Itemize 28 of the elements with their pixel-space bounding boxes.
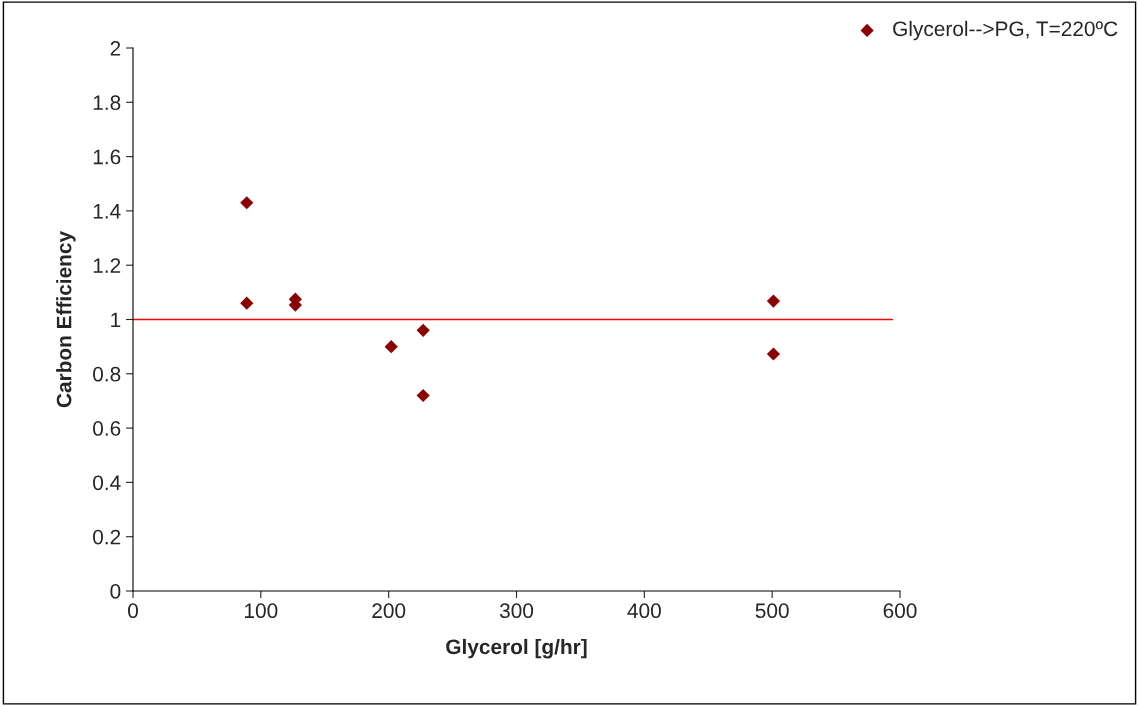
y-tick-label: 2 xyxy=(110,41,121,56)
point xyxy=(384,340,398,354)
y-tick-label: 0.2 xyxy=(93,529,121,545)
y-tick-label: 0 xyxy=(110,584,121,599)
x-tick-label: 500 xyxy=(755,603,789,619)
point xyxy=(766,347,781,361)
y-axis-title: Carbon Efficiency xyxy=(56,231,76,408)
y-tick-label: 1.4 xyxy=(93,204,121,219)
x-axis-title: Glycerol [g/hr] xyxy=(446,638,587,659)
y-tick-label: 1.6 xyxy=(93,149,121,165)
y-tick-label: 0.4 xyxy=(93,475,121,491)
x-tick-label: 300 xyxy=(499,603,534,619)
y-tick-label: 0.8 xyxy=(93,366,121,382)
x-tick-label: 0 xyxy=(128,603,138,619)
point xyxy=(416,323,430,337)
y-tick-label: 1.2 xyxy=(93,258,121,273)
x-tick-label: 200 xyxy=(372,603,406,619)
point xyxy=(416,388,430,403)
x-tick-label: 600 xyxy=(883,603,917,619)
x-tick-label: 100 xyxy=(245,603,278,619)
y-tick-label: 1.8 xyxy=(93,95,121,111)
x-tick-label: 400 xyxy=(627,603,661,619)
y-tick-label: 1 xyxy=(111,312,121,328)
point xyxy=(240,196,254,210)
point xyxy=(766,294,781,308)
y-tick-label: 0.6 xyxy=(93,421,121,436)
legend-label: Glycerol-->PG, T=220ºC xyxy=(893,20,1118,41)
point xyxy=(240,296,254,310)
